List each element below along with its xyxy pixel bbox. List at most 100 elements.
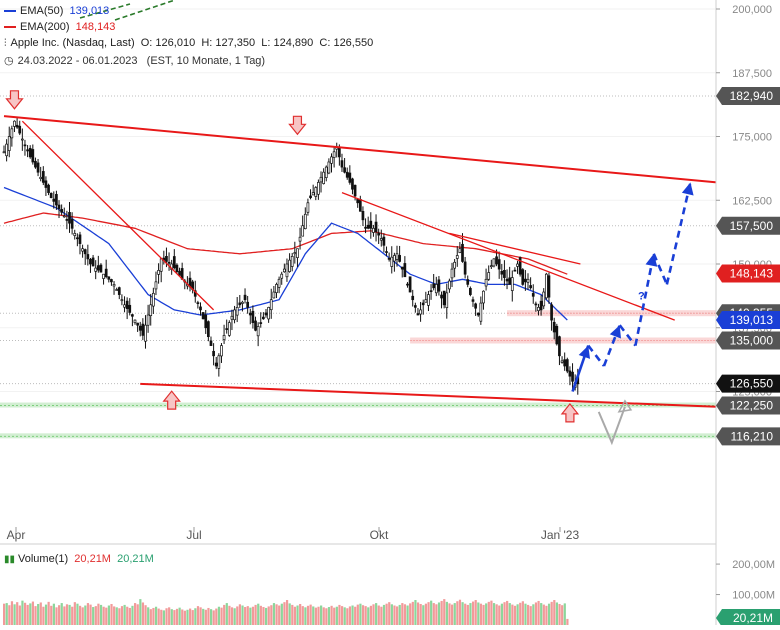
candle bbox=[36, 158, 40, 177]
candle bbox=[172, 249, 176, 270]
volume-bar bbox=[532, 604, 535, 625]
volume-bar bbox=[458, 599, 462, 625]
candle-body bbox=[534, 303, 538, 306]
arrow-down-icon bbox=[288, 115, 307, 136]
volume-bars bbox=[0, 543, 780, 625]
price-badge bbox=[716, 374, 780, 393]
ema200-label: EMA(200) bbox=[20, 21, 70, 33]
volume-bar bbox=[285, 600, 289, 625]
candle bbox=[288, 253, 291, 273]
volume-bar bbox=[487, 601, 490, 625]
candle bbox=[94, 260, 98, 280]
candle bbox=[469, 286, 472, 297]
candle bbox=[20, 128, 24, 151]
candle-body bbox=[233, 309, 236, 321]
volume-bar bbox=[249, 607, 252, 625]
y-tick-label: 187,500 bbox=[732, 68, 772, 80]
volume-bar bbox=[411, 601, 414, 625]
volume-bar bbox=[508, 603, 511, 625]
volume-bar bbox=[186, 609, 189, 625]
volume-bar bbox=[154, 606, 158, 625]
candle-body bbox=[282, 268, 286, 273]
candle bbox=[518, 256, 522, 277]
candle bbox=[476, 312, 480, 317]
candle-body bbox=[524, 278, 527, 283]
green-dashed-line bbox=[79, 3, 131, 19]
candle-body bbox=[60, 209, 63, 213]
candle bbox=[243, 288, 247, 304]
volume-bar bbox=[296, 605, 299, 625]
volume-bar bbox=[58, 605, 61, 625]
candle bbox=[301, 215, 305, 237]
candle-body bbox=[254, 320, 257, 331]
candle-body bbox=[469, 287, 472, 295]
projection-segment bbox=[665, 182, 692, 285]
volume-bar bbox=[469, 603, 472, 625]
volume-bar bbox=[521, 601, 524, 625]
volume-bar bbox=[542, 604, 545, 625]
candle-body bbox=[217, 355, 221, 369]
candle-body bbox=[138, 325, 142, 331]
candle-body bbox=[348, 172, 352, 183]
volume-bar bbox=[403, 604, 407, 625]
candle-body bbox=[241, 301, 244, 304]
candle bbox=[565, 357, 569, 374]
candle-body bbox=[235, 307, 239, 316]
volume-bar bbox=[288, 603, 291, 625]
candle-body bbox=[487, 272, 491, 280]
volume-bar bbox=[343, 607, 346, 625]
candle bbox=[144, 315, 147, 349]
candlesticks bbox=[2, 117, 580, 395]
candle-body bbox=[385, 251, 388, 253]
volume-bar bbox=[506, 600, 509, 625]
volume-bar bbox=[553, 600, 556, 625]
candle-body bbox=[91, 257, 95, 267]
candle-body bbox=[243, 294, 247, 301]
candle-body bbox=[565, 359, 569, 372]
projection-arrowhead bbox=[681, 182, 694, 196]
candle-body bbox=[104, 268, 108, 278]
volume-bar bbox=[47, 601, 50, 625]
volume-label: Volume(1) bbox=[18, 553, 69, 565]
candle-body bbox=[531, 293, 535, 297]
candle bbox=[571, 363, 574, 390]
candle-body bbox=[47, 184, 50, 193]
candle bbox=[112, 281, 116, 295]
candle-body bbox=[159, 258, 163, 272]
volume-bar bbox=[503, 602, 506, 625]
volume-bar bbox=[416, 602, 420, 625]
candle-body bbox=[497, 259, 501, 270]
candle bbox=[395, 245, 399, 267]
volume-bar bbox=[333, 607, 336, 625]
volume-bar bbox=[398, 604, 401, 625]
candle-body bbox=[68, 212, 71, 224]
volume-bar bbox=[131, 605, 134, 625]
candle bbox=[319, 171, 323, 193]
trend-line bbox=[3, 115, 717, 184]
volume-bar bbox=[94, 606, 97, 625]
volume-bar bbox=[461, 602, 464, 625]
candle bbox=[539, 294, 543, 316]
candle bbox=[568, 366, 572, 386]
legend-volume: ▮▮ Volume(1) 20,21M 20,21M bbox=[4, 553, 154, 565]
grey-v-path bbox=[597, 406, 626, 446]
volume-bar bbox=[448, 603, 451, 625]
candle bbox=[416, 308, 420, 316]
volume-bar bbox=[406, 605, 409, 625]
volume-bar bbox=[293, 606, 297, 625]
candle-body bbox=[437, 279, 441, 292]
volume-bar bbox=[471, 601, 475, 625]
candle-body bbox=[209, 340, 213, 346]
volume-badge bbox=[716, 609, 780, 627]
volume-bar bbox=[5, 603, 8, 625]
legend-instrument: ⫶ Apple Inc. (Nasdaq, Last) O: 126,010 H:… bbox=[4, 37, 373, 49]
volume-tick-label: 100,00M bbox=[732, 590, 775, 602]
price-badge-label: 148,143 bbox=[730, 266, 774, 280]
volume-bar bbox=[209, 609, 213, 625]
candle bbox=[563, 352, 567, 371]
candle-body bbox=[324, 166, 328, 178]
volume-bar bbox=[123, 604, 126, 625]
volume-bar bbox=[152, 607, 155, 625]
support-zone bbox=[507, 310, 716, 317]
